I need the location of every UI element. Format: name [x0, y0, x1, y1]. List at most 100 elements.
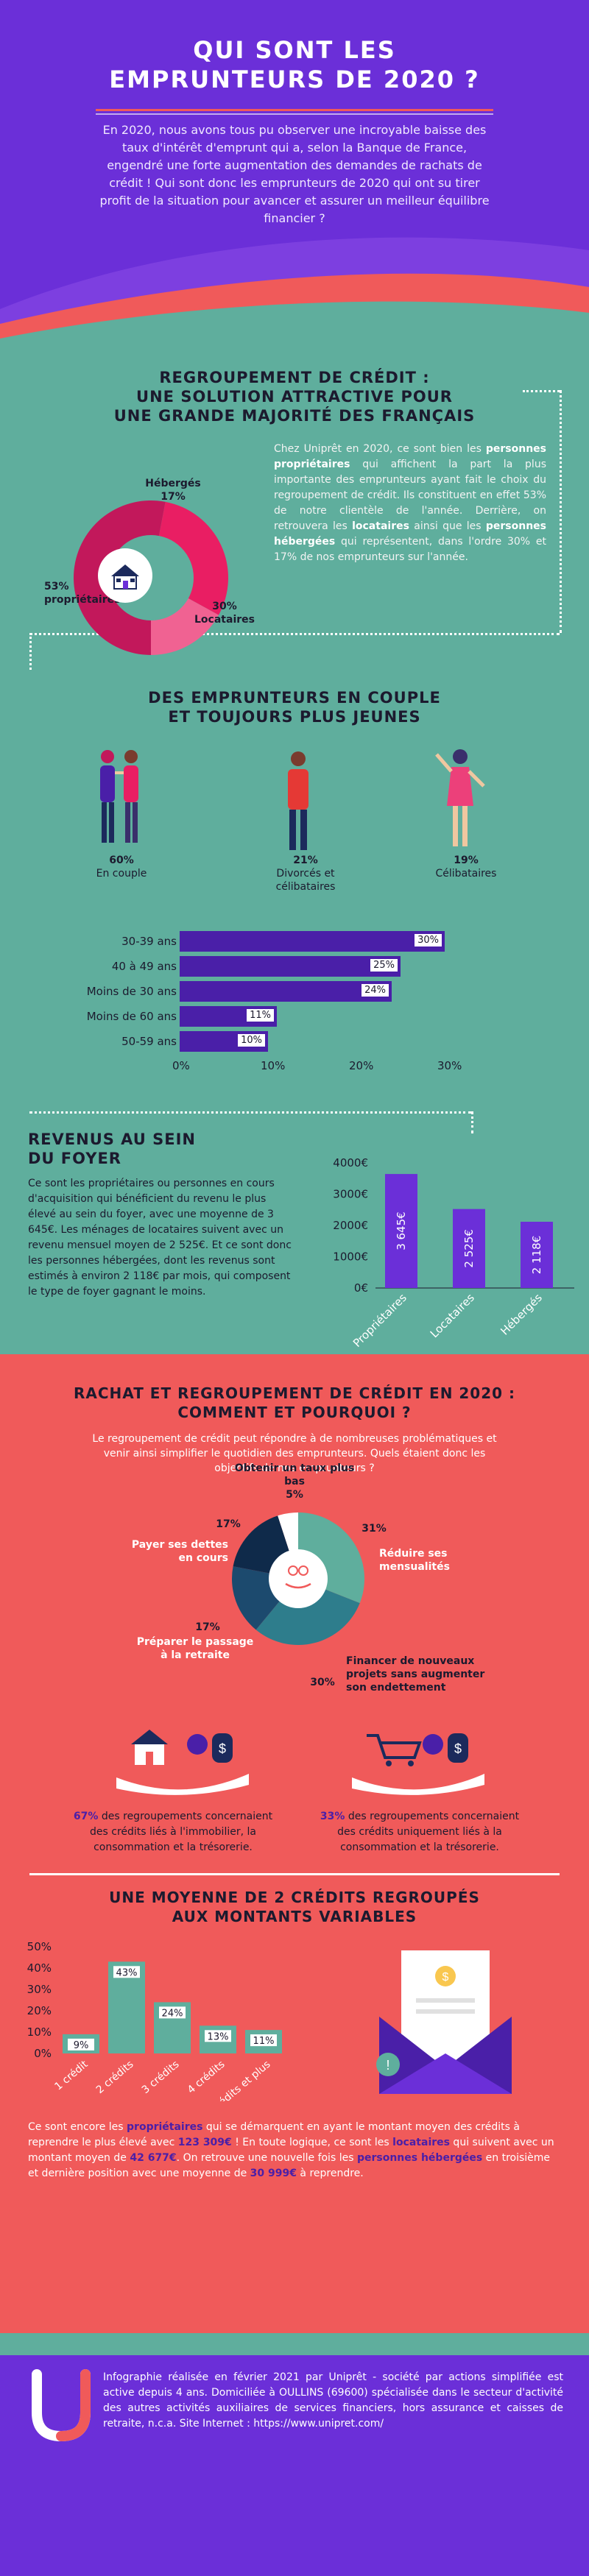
income-axis-tick: 2000€	[333, 1219, 368, 1232]
moyenne-text: Ce sont encore les propriétaires qui se …	[28, 2120, 561, 2182]
highlight-proprietaires: propriétaires	[127, 2121, 203, 2133]
obj-label-mensualites: Réduire ses mensualités	[379, 1548, 450, 1573]
age-bar-value: 30%	[415, 934, 442, 946]
credits-axis-tick: 10%	[27, 2025, 52, 2039]
dotted-divider	[523, 390, 560, 392]
credits-bar-value: 11%	[253, 2036, 275, 2047]
age-bar-value: 11%	[247, 1009, 274, 1022]
obj-pct-mensualites: 31%	[361, 1523, 387, 1535]
svg-text:!: !	[386, 2058, 389, 2073]
credits-bar-value: 24%	[162, 2008, 183, 2019]
regroupement-immobilier-text: 67% des regroupements concernaient des c…	[70, 1809, 276, 1855]
age-bar: 24%	[180, 981, 392, 1002]
credits-axis-tick: 20%	[27, 2004, 52, 2017]
text-run: des regroupements concernaient des crédi…	[337, 1811, 520, 1853]
obj-label-taux-text: Obtenir un taux plus bas	[234, 1462, 355, 1487]
highlight-heberges: personnes hébergées	[356, 2152, 483, 2164]
title-line-2: EMPRUNTEURS DE 2020 ?	[109, 66, 480, 93]
age-bar-label: 30-39 ans	[121, 935, 177, 948]
stat-celibataires-pct: 19%	[454, 854, 479, 866]
age-bar-label: 50-59 ans	[121, 1035, 177, 1048]
credits-bar-label: 2 crédits	[94, 2059, 136, 2096]
age-bar-label: Moins de 60 ans	[86, 1010, 177, 1023]
rachat-intro: Le regroupement de crédit peut répondre …	[92, 1433, 497, 1474]
obj-pct-projets: 30%	[310, 1677, 335, 1688]
rachat-section: RACHAT ET REGROUPEMENT DE CRÉDIT EN 2020…	[0, 1354, 589, 2112]
credits-axis-tick: 0%	[34, 2047, 52, 2060]
regroupement-section: REGROUPEMENT DE CRÉDIT : UNE SOLUTION AT…	[0, 346, 589, 670]
pct-consommation: 33%	[320, 1811, 345, 1822]
credits-bar-value: 9%	[74, 2040, 89, 2051]
footer-text: Infographie réalisée en février 2021 par…	[103, 2371, 563, 2430]
couple-illustration-icon	[100, 750, 138, 843]
single-man-icon	[288, 751, 308, 850]
highlight-proprietaires: personnes propriétaires	[274, 443, 546, 470]
revenus-section: REVENUS AU SEIN DU FOYER Ce sont les pro…	[0, 1104, 589, 1354]
age-bar: 30%	[180, 931, 445, 952]
rachat-title-1: RACHAT ET REGROUPEMENT DE CRÉDIT EN 2020…	[73, 1384, 516, 1402]
dotted-divider-right	[560, 390, 562, 633]
title-line-1: QUI SONT LES	[193, 36, 396, 64]
unipret-logo-icon	[32, 2369, 91, 2442]
credits-axis-tick: 30%	[27, 1983, 52, 1996]
income-bar	[385, 1174, 417, 1288]
income-bar-label: Propriétaires	[350, 1291, 409, 1350]
age-bar: 25%	[180, 956, 401, 977]
donut-slice-1	[255, 1579, 360, 1645]
credits-bar-value: 13%	[208, 2031, 229, 2042]
hero-waves	[0, 237, 589, 346]
pie-label-locataires: 30% Locataires	[194, 601, 255, 626]
stat-couple: 60% En couple	[66, 854, 177, 880]
hand-coins-icon	[285, 1565, 311, 1589]
stat-divorces: 21% Divorcés et célibataires	[250, 854, 361, 894]
highlight-amount-locataires: 42 677€	[130, 2152, 177, 2164]
regroupement-consommation-text: 33% des regroupements concernaient des c…	[317, 1809, 523, 1855]
regroupement-title-2: UNE SOLUTION ATTRACTIVE POUR	[136, 388, 453, 406]
text-run: des regroupements concernaient des crédi…	[90, 1811, 273, 1853]
revenus-title-2: DU FOYER	[28, 1150, 121, 1167]
donut-hole	[269, 1549, 328, 1608]
credits-bar-value: 43%	[116, 1967, 138, 1978]
pie-label-heberges: Hébergés 17%	[145, 478, 201, 503]
objectives-donut-chart	[232, 1512, 364, 1645]
title-underline	[96, 109, 493, 111]
hero-section: QUI SONT LES EMPRUNTEURS DE 2020 ? En 20…	[0, 0, 589, 346]
income-axis-tick: 1000€	[333, 1250, 368, 1264]
hand-cart-money-icon: $	[352, 1733, 484, 1795]
highlight-amount-proprietaires: 123 309€	[177, 2137, 232, 2148]
regroupement-text: Chez Uniprêt en 2020, ce sont bien les p…	[274, 442, 546, 565]
moyenne-title: UNE MOYENNE DE 2 CRÉDITS REGROUPÉS AUX M…	[0, 1888, 589, 1926]
text-run: . On retrouve une nouvelle fois les	[176, 2152, 357, 2164]
house-icon	[111, 565, 139, 590]
dotted-divider-bottom	[29, 633, 560, 635]
obj-label-retraite: Préparer le passage à la retraite	[136, 1636, 254, 1661]
text-run: qui suivent avec un montant moyen de	[28, 2137, 554, 2164]
stat-couple-pct: 60%	[109, 854, 134, 866]
age-bar: 10%	[180, 1031, 268, 1052]
obj-label-taux: Obtenir un taux plus bas 5%	[228, 1462, 361, 1501]
text-run: en troisième et dernière position avec u…	[28, 2152, 551, 2179]
dotted-divider-left	[29, 633, 32, 670]
intro-text: En 2020, nous avons tous pu observer une…	[99, 123, 490, 225]
highlight-locataires: locataires	[352, 520, 409, 532]
single-woman-icon	[435, 749, 485, 846]
age-axis-tick: 0%	[172, 1059, 190, 1072]
age-bar: 11%	[180, 1006, 277, 1027]
revenus-title: REVENUS AU SEIN DU FOYER	[28, 1130, 249, 1168]
envelope-letter-icon: $ !	[376, 1950, 512, 2094]
page-title: QUI SONT LES EMPRUNTEURS DE 2020 ?	[0, 35, 589, 94]
highlight-locataires: locataires	[392, 2137, 450, 2148]
text-run: Ce sont encore les	[28, 2121, 127, 2133]
couple-section: DES EMPRUNTEURS EN COUPLE ET TOUJOURS PL…	[0, 670, 589, 1111]
svg-text:$: $	[454, 1741, 462, 1756]
income-bar-value: 2 118€	[530, 1236, 543, 1275]
income-bar-value: 2 525€	[462, 1229, 476, 1268]
dotted-divider-hook	[471, 1111, 473, 1133]
text-run: ainsi que les	[409, 520, 486, 532]
couple-title: DES EMPRUNTEURS EN COUPLE ET TOUJOURS PL…	[0, 688, 589, 726]
regroupement-title-1: REGROUPEMENT DE CRÉDIT :	[159, 369, 430, 386]
pie-label-proprietaires: 53% propriétaires	[44, 581, 121, 606]
couple-title-1: DES EMPRUNTEURS EN COUPLE	[148, 689, 441, 707]
footer: Infographie réalisée en février 2021 par…	[0, 2355, 589, 2576]
income-bar-value: 3 645€	[395, 1211, 408, 1250]
